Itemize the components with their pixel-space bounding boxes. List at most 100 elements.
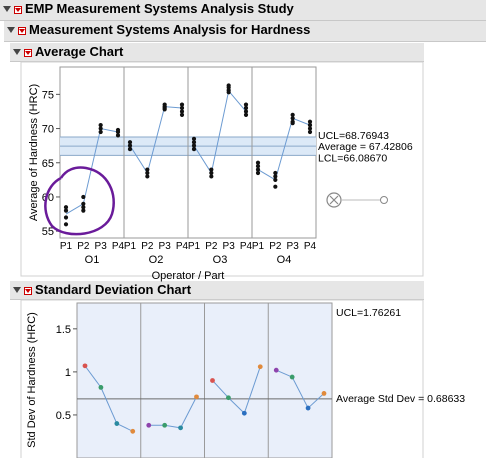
data-point [255, 167, 261, 172]
y-axis-label: Average of Hardness (HRC) [28, 84, 40, 221]
y-tick-label: 0.5 [56, 410, 71, 422]
data-point [63, 208, 69, 213]
std-point [162, 422, 168, 428]
std-ucl-label: UCL=1.76261 [336, 307, 401, 319]
data-point [191, 140, 197, 145]
std-chart-header[interactable]: Standard Deviation Chart [10, 281, 424, 300]
std-point [146, 422, 152, 428]
std-y-axis-label: Std Dev of Hardness (HRC) [26, 312, 38, 448]
data-point [243, 109, 249, 114]
data-point [162, 107, 167, 112]
x-tick-label: P3 [95, 241, 108, 252]
data-point [145, 167, 150, 172]
x-tick-label: P1 [124, 241, 137, 252]
mean-line [257, 117, 311, 181]
x-tick-label: P1 [60, 241, 73, 252]
y-tick-label: 1.5 [56, 324, 71, 336]
data-point [179, 112, 185, 117]
red-triangle-menu-icon[interactable] [24, 286, 32, 295]
collapse-triangle-icon[interactable] [7, 27, 15, 34]
data-point [209, 174, 214, 179]
data-point [81, 205, 86, 210]
x-tick-label: P4 [112, 241, 125, 252]
x-tick-label: P4 [176, 241, 189, 252]
data-point [145, 174, 150, 179]
data-point [290, 116, 295, 121]
x-tick-label: P3 [287, 241, 300, 252]
data-point [307, 129, 313, 135]
x-axis-label: Operator / Part [152, 270, 225, 282]
data-point [98, 123, 103, 128]
red-triangle-menu-icon[interactable] [14, 5, 22, 14]
std-point [98, 384, 104, 390]
std-line [116, 423, 133, 432]
analysis-title: Measurement Systems Analysis for Hardnes… [29, 22, 311, 37]
std-line [307, 393, 325, 409]
std-point [273, 367, 279, 373]
x-tick-label: P2 [205, 241, 218, 252]
x-tick-label: P4 [240, 241, 253, 252]
data-point [81, 194, 86, 200]
x-tick-label: P1 [188, 241, 201, 252]
data-point [307, 126, 313, 131]
std-point [130, 428, 136, 434]
data-point [226, 90, 231, 95]
data-point [290, 120, 295, 126]
data-point [179, 102, 185, 107]
operator-label: O1 [85, 254, 100, 266]
x-tick-label: P2 [269, 241, 282, 252]
lcl-label: LCL=66.08670 [318, 152, 387, 164]
study-title: EMP Measurement Systems Analysis Study [25, 1, 294, 16]
data-point [63, 222, 69, 227]
data-point [127, 146, 133, 152]
data-point [127, 143, 133, 148]
collapse-triangle-icon[interactable] [13, 287, 21, 294]
y-tick-label: 75 [42, 89, 54, 101]
std-point [194, 394, 199, 400]
data-point [209, 167, 214, 172]
data-point [273, 177, 278, 182]
data-point [307, 119, 313, 124]
collapse-triangle-icon[interactable] [3, 6, 11, 13]
red-triangle-menu-icon[interactable] [24, 48, 32, 57]
data-point [191, 146, 197, 152]
y-tick-label: 1 [65, 367, 71, 379]
data-point [115, 129, 121, 135]
average-label: Average = 67.42806 [318, 141, 413, 153]
x-tick-label: P3 [159, 241, 172, 252]
study-header[interactable]: EMP Measurement Systems Analysis Study [0, 0, 486, 21]
slider-handle[interactable] [380, 196, 388, 204]
data-point [81, 201, 86, 206]
std-line [243, 366, 261, 414]
std-point [226, 395, 231, 401]
data-point [179, 109, 185, 114]
std-line [291, 376, 309, 409]
data-point [290, 112, 295, 117]
operator-label: O4 [277, 254, 292, 266]
data-point [145, 170, 150, 176]
red-triangle-menu-icon[interactable] [18, 26, 26, 35]
mean-line [129, 106, 183, 175]
annotation-circle [44, 166, 115, 236]
data-point [179, 105, 185, 111]
std-point [257, 364, 263, 370]
data-point [191, 143, 197, 148]
data-point [81, 208, 86, 213]
x-tick-label: P1 [252, 241, 265, 252]
std-chart-frame [20, 299, 424, 458]
data-point [255, 164, 261, 169]
data-point [127, 140, 133, 145]
collapse-triangle-icon[interactable] [13, 49, 21, 56]
analysis-header[interactable]: Measurement Systems Analysis for Hardnes… [4, 21, 486, 42]
data-point [98, 126, 103, 131]
average-chart-frame [20, 61, 424, 277]
operator-label: O2 [149, 254, 164, 266]
x-tick-label: P2 [141, 241, 154, 252]
std-line [228, 397, 245, 414]
std-line [212, 380, 229, 399]
data-point [115, 133, 121, 138]
x-tick-label: P4 [304, 241, 317, 252]
data-point [63, 215, 69, 220]
data-point [209, 170, 214, 176]
